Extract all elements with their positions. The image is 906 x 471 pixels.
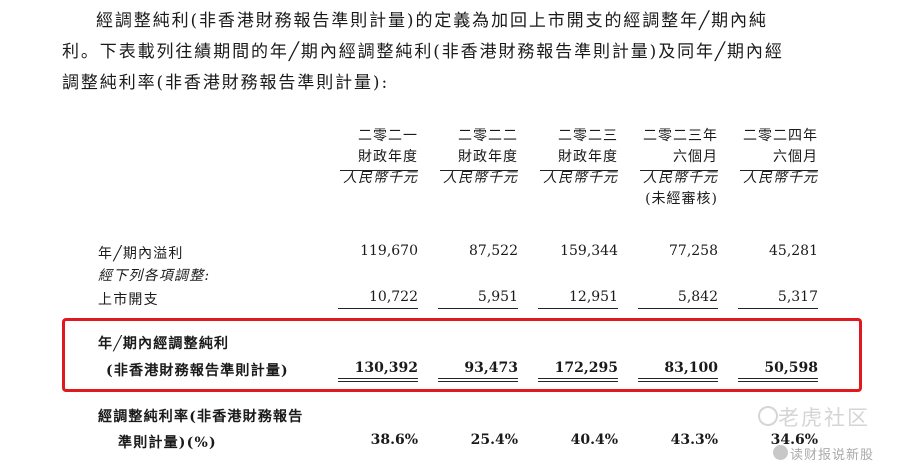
- column-period: 財政年度: [358, 149, 418, 165]
- intro-line-1: 經調整純利(非香港財務報告準則計量)的定義為加回上市開支的經調整年╱期內純: [96, 11, 768, 31]
- column-header-2022: 二零二二 財政年度 人民幣千元: [428, 126, 518, 189]
- subtotal-underline: [738, 308, 818, 309]
- highlight-box: [62, 318, 862, 392]
- table-cell: 119,670: [360, 243, 418, 259]
- table-cell: 40.4%: [570, 432, 618, 448]
- column-unaudited-note: (未經審核): [645, 191, 718, 207]
- header-underline: [640, 170, 718, 171]
- table-cell: 10,722: [369, 289, 418, 305]
- table-cell: 43.3%: [670, 432, 718, 448]
- table-cell: 45,281: [769, 243, 818, 259]
- total-double-underline: [338, 378, 418, 382]
- column-currency: 人民幣千元: [643, 170, 718, 186]
- watermark-account: 读财报说新股: [790, 448, 875, 463]
- row-label-adjusted-margin-note: 準則計量)(%): [118, 435, 217, 451]
- column-period: 六個月: [673, 149, 718, 165]
- table-cell: 38.6%: [370, 432, 418, 448]
- table-cell: 34.6%: [770, 432, 818, 448]
- header-underline: [440, 170, 518, 171]
- column-header-2023-6m: 二零二三年 六個月 人民幣千元 (未經審核): [626, 126, 718, 210]
- header-underline: [340, 170, 418, 171]
- column-period: 財政年度: [558, 149, 618, 165]
- column-currency: 人民幣千元: [543, 170, 618, 186]
- column-period: 財政年度: [458, 149, 518, 165]
- intro-line-2: 利。下表載列往績期間的年╱期內經調整純利(非香港財務報告準則計量)及同年╱期內經: [62, 42, 784, 62]
- table-cell: 172,295: [554, 360, 618, 376]
- tiger-logo-icon: [758, 406, 778, 426]
- total-double-underline: [538, 378, 618, 382]
- header-underline: [740, 170, 818, 171]
- column-currency: 人民幣千元: [443, 170, 518, 186]
- row-label-profit: 年╱期內溢利: [98, 246, 184, 262]
- header-underline: [540, 170, 618, 171]
- subtotal-underline: [338, 308, 418, 309]
- row-label-adjusted-profit: 年╱期內經調整純利: [98, 336, 230, 352]
- column-header-2023: 二零二三 財政年度 人民幣千元: [527, 126, 618, 189]
- column-year: 二零二四年: [743, 128, 818, 144]
- table-cell: 130,392: [354, 360, 418, 376]
- total-double-underline: [638, 378, 718, 382]
- column-year: 二零二二: [458, 128, 518, 144]
- row-label-listing-expenses: 上市開支: [98, 292, 159, 308]
- subtotal-underline: [638, 308, 718, 309]
- table-cell: 83,100: [664, 360, 718, 376]
- intro-line-3: 調整純利率(非香港財務報告準則計量):: [62, 73, 390, 93]
- watermark-community: 老虎社区: [778, 406, 870, 430]
- total-double-underline: [438, 378, 518, 382]
- column-period: 六個月: [773, 149, 818, 165]
- column-header-2021: 二零二一 財政年度 人民幣千元: [330, 126, 418, 189]
- table-cell: 159,344: [560, 243, 618, 259]
- subtotal-underline: [538, 308, 618, 309]
- row-label-adjusted-profit-note: (非香港財務報告準則計量): [106, 363, 289, 379]
- row-label-adjusted-margin: 經調整純利率(非香港財務報告: [98, 409, 304, 425]
- column-year: 二零二三年: [643, 128, 718, 144]
- subtotal-underline: [438, 308, 518, 309]
- table-cell: 5,951: [477, 289, 518, 305]
- adjustment-caption: 經下列各項調整:: [98, 268, 211, 284]
- account-avatar-icon: [773, 445, 788, 460]
- table-cell: 93,473: [464, 360, 518, 376]
- table-cell: 50,598: [764, 360, 818, 376]
- table-cell: 77,258: [669, 243, 718, 259]
- column-currency: 人民幣千元: [343, 170, 418, 186]
- table-cell: 5,317: [777, 289, 818, 305]
- table-cell: 5,842: [677, 289, 718, 305]
- column-year: 二零二三: [558, 128, 618, 144]
- intro-paragraph: 經調整純利(非香港財務報告準則計量)的定義為加回上市開支的經調整年╱期內純 利。…: [62, 6, 862, 99]
- column-currency: 人民幣千元: [743, 170, 818, 186]
- table-cell: 25.4%: [470, 432, 518, 448]
- column-year: 二零二一: [358, 128, 418, 144]
- total-double-underline: [738, 378, 818, 382]
- column-header-2024-6m: 二零二四年 六個月 人民幣千元: [726, 126, 818, 189]
- table-cell: 12,951: [569, 289, 618, 305]
- table-cell: 87,522: [469, 243, 518, 259]
